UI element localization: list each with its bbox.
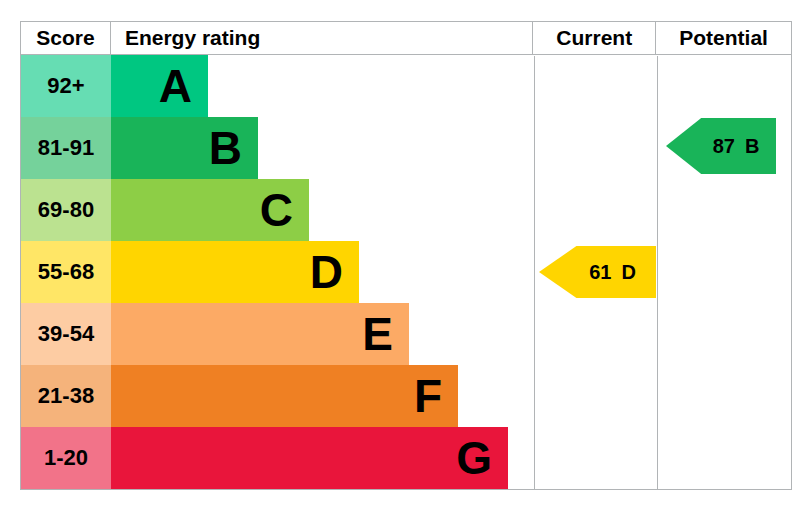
score-column-header: Score	[21, 22, 111, 54]
potential-rating-band: B	[745, 135, 759, 158]
band-letter: B	[209, 125, 242, 171]
band-row-e: 39-54 E	[21, 303, 791, 365]
potential-column-divider	[657, 56, 658, 489]
current-column-divider	[534, 56, 535, 489]
band-bar: E	[111, 303, 409, 365]
band-row-d: 55-68 D	[21, 241, 791, 303]
band-row-c: 69-80 C	[21, 179, 791, 241]
band-score-range: 92+	[21, 55, 111, 117]
band-score-range: 21-38	[21, 365, 111, 427]
band-letter: G	[456, 435, 492, 481]
band-bar: G	[111, 427, 508, 489]
band-score-range: 55-68	[21, 241, 111, 303]
band-score-range: 69-80	[21, 179, 111, 241]
band-row-a: 92+ A	[21, 55, 791, 117]
band-score-range: 39-54	[21, 303, 111, 365]
epc-rating-graph: Score Energy rating Current Potential 92…	[0, 0, 812, 525]
current-rating-band: D	[621, 261, 635, 284]
band-row-g: 1-20 G	[21, 427, 791, 489]
band-bar: C	[111, 179, 309, 241]
table-header: Score Energy rating Current Potential	[21, 22, 791, 55]
current-column-header: Current	[532, 22, 655, 54]
band-score-range: 81-91	[21, 117, 111, 179]
potential-rating-value: 87	[713, 135, 735, 158]
potential-column-header: Potential	[655, 22, 791, 54]
band-letter: A	[159, 63, 192, 109]
band-row-f: 21-38 F	[21, 365, 791, 427]
current-rating-value: 61	[589, 261, 611, 284]
energy-rating-column-header: Energy rating	[111, 22, 532, 54]
band-letter: F	[414, 373, 442, 419]
band-bar: D	[111, 241, 359, 303]
band-bar: A	[111, 55, 208, 117]
rating-table: Score Energy rating Current Potential 92…	[20, 21, 792, 490]
band-letter: E	[362, 311, 393, 357]
band-bar: F	[111, 365, 458, 427]
band-letter: C	[260, 187, 293, 233]
band-score-range: 1-20	[21, 427, 111, 489]
band-bar: B	[111, 117, 258, 179]
band-letter: D	[310, 249, 343, 295]
